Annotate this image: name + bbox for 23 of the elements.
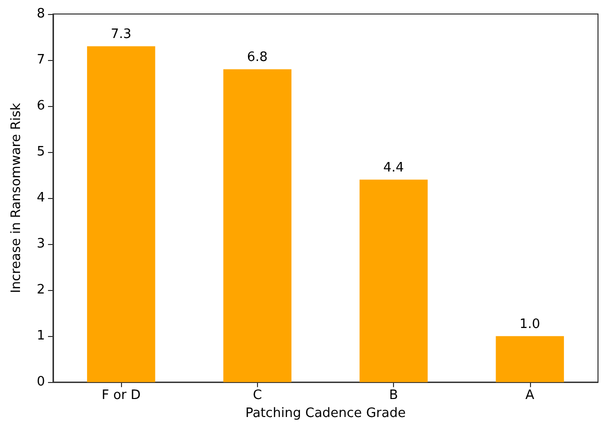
x-tick-label: F or D bbox=[102, 388, 141, 404]
bar bbox=[87, 46, 156, 382]
bar bbox=[496, 336, 564, 382]
data-label: 4.4 bbox=[383, 160, 404, 176]
y-tick-label: 6 bbox=[36, 98, 45, 114]
y-tick-label: 3 bbox=[36, 236, 45, 252]
x-tick-label: C bbox=[252, 388, 262, 404]
data-label: 7.3 bbox=[110, 27, 132, 42]
x-tick-label: B bbox=[389, 388, 398, 404]
y-tick-label: 4 bbox=[36, 190, 45, 206]
data-label: 6.8 bbox=[247, 50, 268, 66]
y-tick-label: 7 bbox=[36, 52, 45, 68]
y-tick-label: 1 bbox=[36, 328, 45, 344]
y-tick-label: 2 bbox=[36, 282, 45, 298]
y-tick-label: 0 bbox=[36, 374, 45, 390]
y-tick-label: 5 bbox=[36, 144, 45, 160]
bar bbox=[223, 69, 292, 382]
y-tick-label: 8 bbox=[36, 6, 45, 22]
y-axis-title: Increase in Ransomware Risk bbox=[9, 102, 24, 294]
x-axis-title: Patching Cadence Grade bbox=[245, 406, 406, 421]
x-tick-label: A bbox=[525, 388, 534, 404]
data-label: 1.0 bbox=[520, 317, 540, 332]
bar bbox=[360, 180, 428, 382]
